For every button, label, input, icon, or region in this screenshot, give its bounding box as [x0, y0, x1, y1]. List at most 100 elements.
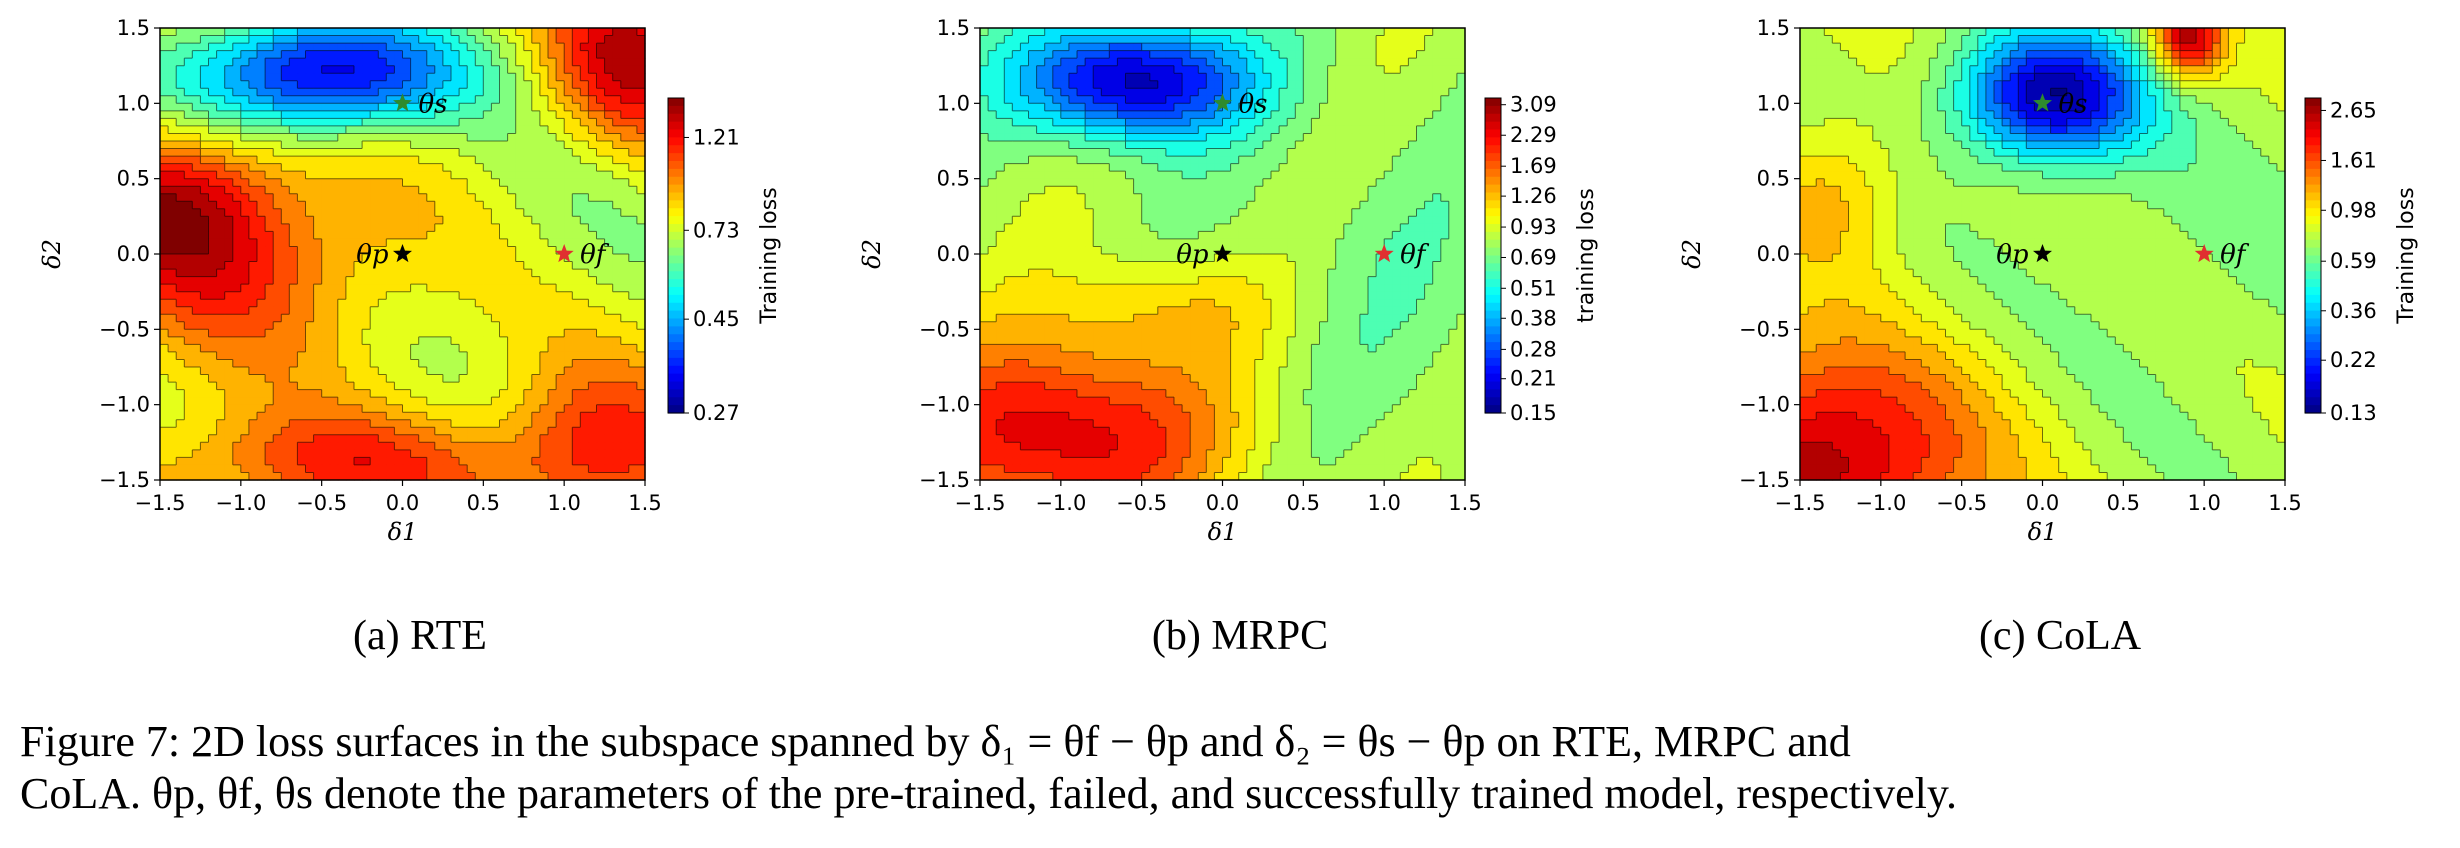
surface-cell [394, 457, 404, 466]
surface-cell [362, 95, 371, 104]
surface-cell [313, 397, 323, 406]
surface-cell [354, 464, 363, 474]
surface-cell [588, 359, 598, 368]
surface-cell [620, 178, 630, 187]
surface-cell [556, 419, 565, 428]
surface-cell [1125, 171, 1135, 180]
surface-cell [378, 321, 387, 330]
surface-cell [451, 28, 460, 37]
surface-cell [192, 276, 202, 285]
surface-cell [459, 359, 468, 368]
surface-cell [1311, 28, 1321, 37]
x-tick-label: 1.0 [547, 491, 580, 515]
surface-cell [580, 186, 590, 195]
surface-cell [515, 80, 525, 89]
surface-cell [442, 103, 452, 112]
surface-cell [305, 80, 315, 89]
surface-cell [596, 118, 606, 127]
surface-cell [612, 351, 622, 361]
surface-cell [321, 95, 331, 104]
surface-cell [442, 299, 452, 308]
surface-cell [1408, 50, 1418, 59]
surface-cell [564, 231, 573, 240]
surface-cell [345, 374, 355, 383]
surface-cell [1222, 125, 1232, 135]
surface-cell [1157, 103, 1167, 112]
surface-cell [370, 208, 379, 217]
surface-cell [1408, 80, 1418, 89]
surface-cell [523, 314, 533, 323]
surface-cell [402, 88, 412, 97]
surface-cell [1246, 156, 1256, 165]
surface-cell [273, 464, 282, 474]
surface-cell [329, 65, 339, 74]
surface-cell [1174, 110, 1183, 119]
surface-cell [499, 58, 509, 67]
surface-cell [224, 412, 234, 421]
surface-cell [1279, 50, 1288, 59]
surface-cell [628, 216, 638, 225]
surface-cell [184, 397, 193, 406]
surface-cell [1004, 88, 1013, 97]
surface-cell [224, 269, 234, 278]
surface-cell [507, 472, 517, 481]
surface-cell [451, 306, 460, 315]
surface-cell [1117, 35, 1127, 44]
surface-cell [459, 276, 468, 285]
surface-cell [418, 80, 428, 89]
surface-cell [1246, 95, 1256, 104]
surface-cell [1384, 73, 1393, 82]
surface-cell [1198, 156, 1207, 165]
surface-cell [556, 43, 565, 52]
surface-cell [996, 80, 1005, 89]
surface-cell [248, 125, 258, 135]
surface-cell [394, 88, 404, 97]
surface-cell [240, 88, 250, 97]
chart-panel-2: −1.5−1.5−1.0−1.0−0.5−0.50.00.00.50.51.01… [858, 16, 1599, 546]
surface-cell [596, 291, 606, 300]
surface-cell [370, 291, 379, 300]
surface-cell [604, 291, 614, 300]
surface-cell [564, 65, 573, 74]
surface-cell [620, 58, 630, 67]
surface-cell [1012, 163, 1022, 172]
surface-cell [1432, 43, 1442, 52]
surface-cell [321, 419, 331, 428]
surface-cell [168, 103, 177, 112]
surface-cell [1376, 95, 1385, 104]
surface-cell [1060, 80, 1070, 89]
surface-cell [329, 472, 339, 481]
surface-cell [1311, 58, 1321, 67]
surface-cell [548, 359, 557, 368]
surface-cell [499, 35, 509, 44]
surface-cell [1319, 163, 1329, 172]
surface-cell [596, 434, 606, 443]
surface-cell [1262, 50, 1272, 59]
surface-cell [354, 125, 363, 135]
surface-cell [289, 464, 299, 474]
surface-cell [604, 208, 614, 217]
surface-cell [418, 412, 428, 421]
surface-cell [184, 35, 193, 44]
surface-cell [354, 472, 363, 481]
surface-cell [160, 306, 169, 315]
surface-cell [1182, 95, 1191, 104]
surface-cell [1238, 58, 1248, 67]
surface-cell [378, 186, 387, 195]
surface-cell [378, 65, 387, 74]
surface-cell [628, 238, 638, 248]
surface-cell [216, 95, 226, 104]
surface-cell [483, 171, 493, 180]
surface-cell [515, 472, 525, 481]
surface-cell [216, 472, 226, 481]
surface-cell [1335, 43, 1345, 52]
surface-cell [297, 442, 307, 451]
surface-cell [232, 88, 242, 97]
surface-cell [1359, 118, 1369, 127]
surface-cell [434, 336, 444, 345]
surface-cell [1359, 50, 1369, 59]
surface-cell [483, 110, 493, 119]
surface-cell [1271, 35, 1280, 44]
surface-cell [386, 442, 396, 451]
colorbar-segment [668, 389, 684, 398]
